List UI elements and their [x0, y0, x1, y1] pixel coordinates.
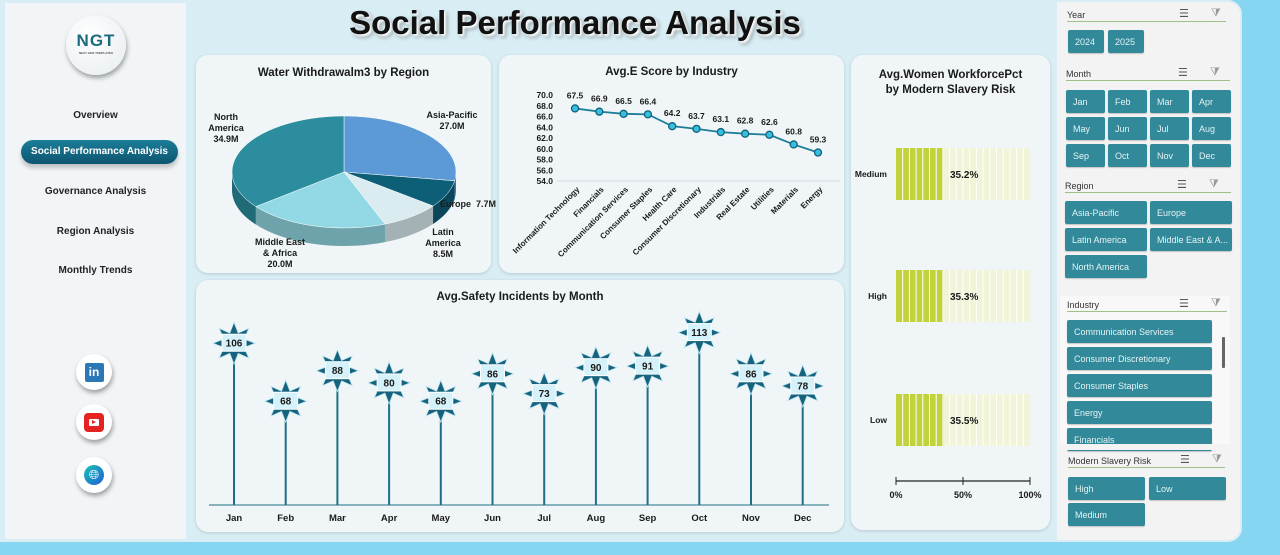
- month-slicer-item[interactable]: Dec: [1192, 144, 1231, 167]
- industry-slicer-item[interactable]: Energy: [1067, 401, 1212, 424]
- nav-overview[interactable]: Overview: [73, 110, 118, 121]
- multi-select-icon[interactable]: ☰: [1178, 67, 1188, 79]
- slicer-header-divider: [1067, 21, 1226, 22]
- industry-slicer-title: Industry: [1067, 300, 1100, 310]
- slavery-slicer-item[interactable]: Medium: [1068, 503, 1145, 526]
- slavery-slicer-item[interactable]: Low: [1149, 477, 1226, 500]
- logo: NGT NEXT GEN TEMPLATES: [66, 15, 126, 75]
- slicer-header-divider: [1068, 467, 1225, 468]
- chart-title: Avg.E Score by Industry: [605, 66, 738, 78]
- industry-scrollbar[interactable]: [1222, 337, 1225, 368]
- nav-social-performance-analysis[interactable]: Social Performance Analysis: [21, 140, 178, 164]
- website-button[interactable]: 🌐︎: [76, 457, 112, 493]
- region-slicer-item[interactable]: Latin America: [1065, 228, 1147, 251]
- multi-select-icon[interactable]: ☰: [1179, 298, 1189, 310]
- nav-monthly-trends[interactable]: Monthly Trends: [58, 265, 133, 276]
- logo-subtext: NEXT GEN TEMPLATES: [78, 51, 114, 55]
- region-slicer-title: Region: [1065, 181, 1094, 191]
- clear-filter-icon[interactable]: ⧩: [1212, 453, 1222, 465]
- chart-title: Water Withdrawalm3 by Region: [257, 67, 430, 79]
- chart-title: Avg.Women WorkforcePct by Modern Slavery…: [878, 69, 1023, 96]
- globe-icon: 🌐︎: [84, 465, 104, 485]
- women-workforce-card: Avg.Women WorkforcePct by Modern Slavery…: [851, 55, 1050, 530]
- industry-slicer-item[interactable]: Communication Services: [1067, 320, 1212, 343]
- industry-slicer-bg: [1060, 296, 1230, 449]
- region-slicer-item[interactable]: Europe: [1150, 201, 1232, 224]
- region-slicer-item[interactable]: North America: [1065, 255, 1147, 278]
- linkedin-icon: in: [84, 362, 104, 382]
- month-slicer-item[interactable]: Aug: [1192, 117, 1231, 140]
- month-slicer-item[interactable]: Sep: [1066, 144, 1105, 167]
- year-slicer-title: Year: [1067, 10, 1086, 20]
- industry-slicer-clip: [1060, 444, 1230, 450]
- slicer-header-divider: [1067, 311, 1227, 312]
- year-slicer-item[interactable]: 2024: [1068, 30, 1104, 53]
- month-slicer-item[interactable]: Nov: [1150, 144, 1189, 167]
- youtube-button[interactable]: [76, 404, 112, 440]
- slavery-slicer-item[interactable]: High: [1068, 477, 1145, 500]
- multi-select-icon[interactable]: ☰: [1180, 454, 1190, 466]
- clear-filter-icon[interactable]: ⧩: [1209, 178, 1219, 190]
- year-slicer-item[interactable]: 2025: [1108, 30, 1144, 53]
- month-slicer-item[interactable]: Oct: [1108, 144, 1147, 167]
- region-slicer-item[interactable]: Asia-Pacific: [1065, 201, 1147, 224]
- chart-title: Avg.Safety Incidents by Month: [436, 291, 604, 303]
- page-title: Social Performance Analysis: [349, 4, 801, 41]
- clear-filter-icon[interactable]: ⧩: [1211, 7, 1221, 19]
- nav-region-analysis[interactable]: Region Analysis: [56, 226, 135, 237]
- logo-text: NGT: [76, 31, 116, 50]
- youtube-icon: [84, 412, 104, 432]
- sidebar: [5, 3, 186, 539]
- slicer-header-divider: [1066, 80, 1230, 81]
- month-slicer-item[interactable]: Feb: [1108, 90, 1147, 113]
- safety-incidents-card: Avg.Safety Incidents by Month: [196, 280, 844, 532]
- slicer-header-divider: [1065, 192, 1231, 193]
- industry-slicer-item[interactable]: Consumer Discretionary: [1067, 347, 1212, 370]
- e-score-card: Avg.E Score by Industry: [499, 55, 844, 273]
- clear-filter-icon[interactable]: ⧩: [1210, 66, 1220, 78]
- month-slicer-item[interactable]: Mar: [1150, 90, 1189, 113]
- month-slicer-item[interactable]: Jun: [1108, 117, 1147, 140]
- month-slicer-title: Month: [1066, 69, 1092, 79]
- month-slicer-item[interactable]: May: [1066, 117, 1105, 140]
- linkedin-button[interactable]: in: [76, 354, 112, 390]
- industry-slicer-item[interactable]: Consumer Staples: [1067, 374, 1212, 397]
- month-slicer-item[interactable]: Jul: [1150, 117, 1189, 140]
- month-slicer-item[interactable]: Jan: [1066, 90, 1105, 113]
- multi-select-icon[interactable]: ☰: [1179, 8, 1189, 20]
- water-withdrawal-card: Water Withdrawalm3 by Region: [196, 55, 491, 273]
- slavery-slicer-title: Modern Slavery Risk: [1068, 456, 1152, 466]
- month-slicer-item[interactable]: Apr: [1192, 90, 1231, 113]
- multi-select-icon[interactable]: ☰: [1177, 179, 1187, 191]
- region-slicer-item[interactable]: Middle East & A...: [1150, 228, 1232, 251]
- clear-filter-icon[interactable]: ⧩: [1211, 297, 1221, 309]
- nav-governance-analysis[interactable]: Governance Analysis: [44, 186, 147, 197]
